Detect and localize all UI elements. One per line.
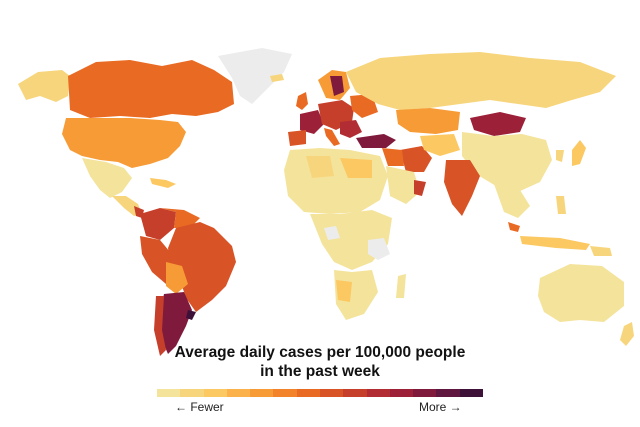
scale-swatch-14 — [459, 389, 483, 397]
color-scale-bar — [157, 389, 483, 397]
region-japan[interactable] — [572, 140, 586, 166]
region-central-america[interactable] — [112, 196, 142, 216]
region-uruguay[interactable] — [186, 310, 196, 320]
region-kazakhstan[interactable] — [396, 108, 460, 134]
region-china[interactable] — [462, 132, 552, 192]
region-madagascar[interactable] — [396, 274, 406, 298]
region-oman[interactable] — [414, 180, 426, 196]
region-greenland[interactable] — [218, 48, 292, 104]
region-sweden[interactable] — [330, 76, 344, 96]
region-uk[interactable] — [296, 92, 308, 110]
region-united-states[interactable] — [62, 118, 186, 168]
region-balkans[interactable] — [340, 120, 362, 138]
region-no-data-west-africa[interactable] — [324, 226, 340, 240]
scale-swatch-3 — [203, 389, 227, 397]
scale-swatch-1 — [157, 389, 181, 397]
legend-title-line-2: in the past week — [260, 363, 380, 380]
scale-swatch-2 — [180, 389, 204, 397]
region-philippines[interactable] — [556, 196, 566, 214]
scale-swatch-10 — [366, 389, 390, 397]
region-iraq-syria[interactable] — [382, 148, 404, 166]
region-libya-egypt[interactable] — [340, 158, 372, 178]
region-namibia[interactable] — [336, 280, 352, 302]
scale-swatch-13 — [436, 389, 460, 397]
legend-more-label: More → — [419, 400, 462, 414]
region-australia[interactable] — [538, 264, 624, 322]
region-no-data-africa[interactable] — [368, 238, 390, 260]
region-canada[interactable] — [68, 60, 234, 118]
region-alaska[interactable] — [18, 70, 70, 102]
region-spain[interactable] — [288, 130, 306, 146]
scale-swatch-4 — [226, 389, 251, 397]
legend-title-line-1: Average daily cases per 100,000 people — [174, 344, 466, 361]
region-mongolia[interactable] — [470, 112, 526, 136]
region-chile[interactable] — [154, 296, 166, 356]
scale-swatch-8 — [319, 389, 344, 397]
region-france[interactable] — [300, 110, 324, 134]
region-indonesia[interactable] — [520, 236, 590, 250]
region-north-africa[interactable] — [284, 148, 388, 214]
region-korea[interactable] — [556, 150, 564, 162]
region-russia[interactable] — [346, 52, 616, 110]
region-venezuela[interactable] — [160, 208, 200, 228]
region-new-zealand[interactable] — [620, 322, 634, 346]
region-iceland[interactable] — [270, 74, 284, 82]
region-malaysia[interactable] — [508, 222, 520, 232]
region-iran[interactable] — [400, 146, 432, 172]
region-turkey[interactable] — [356, 134, 396, 148]
region-argentina[interactable] — [160, 292, 192, 354]
region-caribbean[interactable] — [150, 178, 176, 188]
region-india[interactable] — [444, 160, 480, 216]
region-italy[interactable] — [324, 128, 340, 146]
scale-swatch-12 — [413, 389, 437, 397]
region-brazil[interactable] — [168, 222, 236, 312]
region-central-asia[interactable] — [420, 134, 460, 156]
scale-swatch-9 — [343, 389, 367, 397]
scale-swatch-5 — [250, 389, 274, 397]
region-saudi-arabia[interactable] — [386, 166, 420, 204]
region-mexico[interactable] — [82, 158, 132, 198]
region-colombia[interactable] — [140, 208, 176, 240]
legend-title: Average daily cases per 100,000 people i… — [120, 343, 520, 381]
scale-swatch-7 — [296, 389, 320, 397]
scale-swatch-6 — [273, 389, 297, 397]
region-southeast-asia[interactable] — [494, 184, 530, 218]
scale-swatch-11 — [389, 389, 414, 397]
region-bolivia[interactable] — [166, 262, 188, 294]
region-algeria[interactable] — [306, 156, 334, 178]
region-png[interactable] — [590, 246, 612, 256]
legend-fewer-label: ← Fewer — [175, 400, 224, 414]
